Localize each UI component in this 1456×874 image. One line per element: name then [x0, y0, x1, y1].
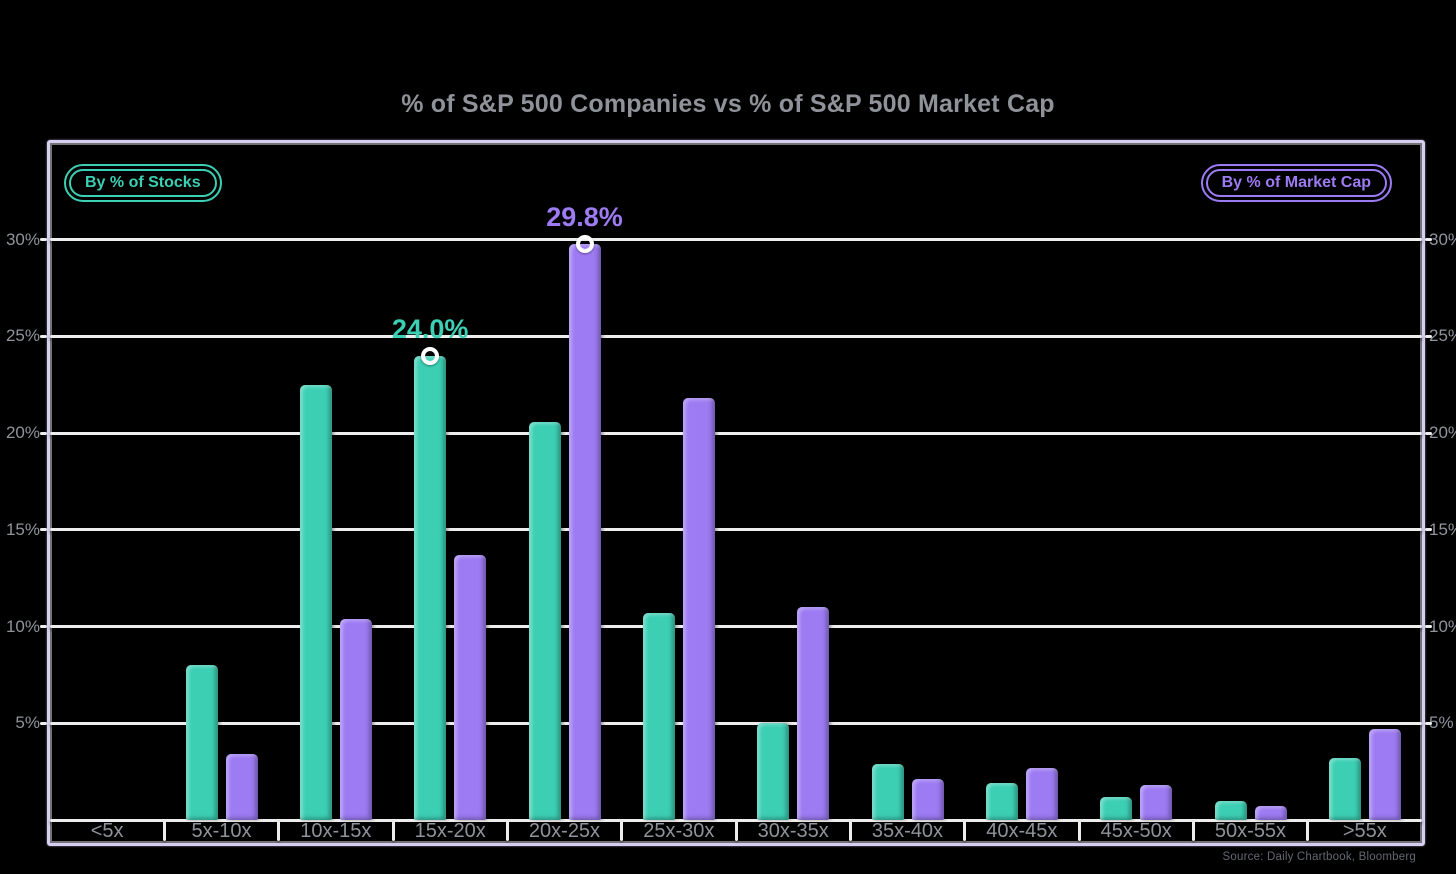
bar-stocks-30x-35x [757, 723, 790, 820]
bar-stocks-20x-25x [528, 421, 561, 820]
bar-market-cap->55x [1368, 729, 1401, 820]
x-axis-label-strip: <5x 5x-10x 10x-15x 15x-20x 20x-25x 25x-30x 30x… [50, 820, 1422, 843]
gridline-15pct [50, 528, 1422, 532]
gridline-10pct [50, 625, 1422, 629]
category-separator [620, 821, 624, 841]
bar-stocks-45x-50x [1100, 796, 1133, 820]
bar-market-cap-50x-55x [1254, 806, 1287, 820]
bar-market-cap-40x-45x [1025, 767, 1058, 820]
x-category-label-50x-55x: 50x-55x [1214, 820, 1287, 842]
category-separator [505, 821, 509, 841]
bar-stocks-40x-45x [985, 783, 1018, 820]
annotation-marker [575, 234, 594, 253]
x-category-label-30x-35x: 30x-35x [757, 820, 829, 842]
category-separator [391, 821, 395, 841]
bar-market-cap-25x-30x [682, 398, 715, 820]
annotation-label: 29.8% [546, 201, 623, 232]
y-tick-label-left: 20% [5, 423, 40, 443]
y-tick-mark-right [1425, 625, 1432, 629]
y-tick-label-right: 20% [1429, 423, 1456, 443]
bar-stocks-5x-10x [185, 665, 218, 820]
y-tick-mark-left [40, 528, 47, 532]
chart-title: % of S&P 500 Companies vs % of S&P 500 M… [401, 90, 1055, 118]
y-tick-mark-left [40, 721, 47, 725]
bar-market-cap-20x-25x [568, 243, 601, 820]
x-category-label-20x-25x: 20x-25x [528, 820, 601, 842]
x-category-label-45x-50x: 45x-50x [1100, 820, 1172, 842]
legend-stocks-label: By % of Stocks [69, 169, 217, 197]
plot-frame: 24.0% 29.8% <5x 5x-10x 10x-15x 15x-20x 20x-25… [47, 140, 1425, 846]
category-separator [162, 821, 166, 841]
x-category-label-35x-40x: 35x-40x [871, 820, 944, 842]
x-category-label-10x-15x: 10x-15x [300, 820, 372, 842]
bar-stocks-15x-20x [414, 355, 447, 820]
y-tick-mark-left [40, 431, 47, 435]
annotation-marker [421, 346, 440, 365]
y-tick-label-right: 5% [1429, 713, 1454, 733]
bar-market-cap-15x-20x [454, 555, 487, 820]
y-tick-mark-left [40, 625, 47, 629]
category-separator [1191, 821, 1195, 841]
y-tick-mark-right [1425, 238, 1432, 242]
legend-stocks: By % of Stocks [64, 164, 222, 202]
y-tick-label-left: 15% [5, 519, 40, 539]
legend-market-cap: By % of Market Cap [1200, 164, 1392, 202]
y-tick-label-right: 25% [1429, 326, 1456, 346]
category-separator [1306, 821, 1310, 841]
gridline-5pct [50, 721, 1422, 725]
bar-market-cap-5x-10x [225, 754, 258, 820]
y-tick-label-left: 30% [5, 229, 40, 249]
bar-stocks->55x [1328, 758, 1361, 820]
y-tick-mark-right [1425, 721, 1432, 725]
x-category-label-40x-45x: 40x-45x [986, 820, 1058, 842]
x-category-label-25x-30x: 25x-30x [643, 820, 715, 842]
y-tick-mark-right [1425, 431, 1432, 435]
y-tick-label-left: 10% [5, 616, 40, 636]
category-separator [1077, 821, 1081, 841]
x-category-label->55x: >55x [1342, 820, 1387, 842]
legend-market-cap-label: By % of Market Cap [1205, 169, 1387, 197]
gridline-30pct [50, 238, 1422, 242]
y-tick-mark-left [40, 334, 47, 338]
plot-area: 24.0% 29.8% [50, 143, 1422, 822]
gridline-0pct [50, 818, 1422, 822]
bar-market-cap-30x-35x [797, 607, 830, 820]
category-separator [277, 821, 281, 841]
y-tick-label-right: 30% [1429, 229, 1456, 249]
x-category-label-15x-20x: 15x-20x [414, 820, 486, 842]
source-note: Source: Daily Chartbook, Bloomberg [1222, 851, 1416, 863]
y-tick-label-right: 10% [1429, 616, 1456, 636]
x-category-label-<5x: <5x [90, 820, 124, 842]
x-category-label-5x-10x: 5x-10x [191, 820, 252, 842]
y-tick-mark-right [1425, 528, 1432, 532]
category-separator [848, 821, 852, 841]
bar-market-cap-45x-50x [1140, 785, 1173, 820]
y-tick-label-right: 15% [1429, 519, 1456, 539]
annotation-label: 24.0% [391, 313, 469, 344]
bar-stocks-35x-40x [871, 763, 904, 820]
y-tick-mark-right [1425, 334, 1432, 338]
gridline-25pct [50, 334, 1422, 338]
y-tick-label-left: 25% [5, 326, 40, 346]
bar-stocks-25x-30x [642, 613, 675, 820]
bar-stocks-50x-55x [1214, 800, 1247, 820]
gridline-20pct [50, 431, 1422, 435]
category-separator [963, 821, 967, 841]
y-tick-mark-left [40, 238, 47, 242]
category-separator [734, 821, 738, 841]
bar-market-cap-10x-15x [339, 618, 372, 820]
bar-market-cap-35x-40x [911, 779, 944, 820]
y-tick-label-left: 5% [15, 713, 40, 733]
bar-stocks-10x-15x [299, 384, 332, 820]
